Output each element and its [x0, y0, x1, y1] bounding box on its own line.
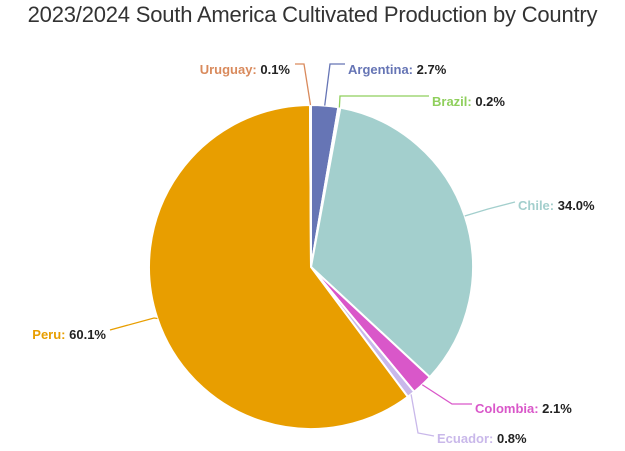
slice-label-name: Colombia:: [475, 401, 542, 416]
slice-label-brazil: Brazil: 0.2%: [432, 94, 505, 109]
slice-label-value: 60.1%: [69, 327, 106, 342]
leader-lines: [109, 63, 516, 437]
slice-label-value: 0.8%: [497, 431, 527, 446]
slice-label-peru: Peru: 60.1%: [32, 327, 106, 342]
pie-slice-peru: [148, 103, 410, 430]
chart-title: 2023/2024 South America Cultivated Produ…: [27, 2, 598, 27]
slice-label-name: Peru:: [32, 327, 69, 342]
slice-label-value: 0.1%: [260, 62, 290, 77]
slice-label-value: 34.0%: [558, 198, 595, 213]
slice-label-name: Ecuador:: [437, 431, 497, 446]
slice-label-colombia: Colombia: 2.1%: [475, 401, 572, 416]
pie-slices: [148, 103, 474, 430]
slice-label-value: 0.2%: [475, 94, 505, 109]
pie-slice-uruguay: [308, 103, 312, 268]
slice-label-name: Brazil:: [432, 94, 475, 109]
slice-label-uruguay: Uruguay: 0.1%: [200, 62, 291, 77]
slice-label-argentina: Argentina: 2.7%: [348, 62, 447, 77]
leader-line-chile: [464, 201, 516, 217]
slice-label-name: Argentina:: [348, 62, 417, 77]
leader-line-peru: [109, 317, 158, 331]
slice-label-value: 2.1%: [542, 401, 572, 416]
slice-label-name: Chile:: [518, 198, 558, 213]
slice-label-ecuador: Ecuador: 0.8%: [437, 431, 527, 446]
slice-label-value: 2.7%: [417, 62, 447, 77]
slice-labels: Argentina: 2.7%Brazil: 0.2%Chile: 34.0%C…: [32, 62, 595, 446]
slice-label-name: Uruguay:: [200, 62, 261, 77]
leader-line-argentina: [324, 63, 345, 106]
pie-slice-chile: [309, 106, 474, 379]
slice-label-chile: Chile: 34.0%: [518, 198, 595, 213]
leader-line-uruguay: [295, 63, 312, 106]
leader-line-colombia: [421, 384, 472, 405]
leader-line-brazil: [338, 95, 429, 108]
leader-line-ecuador: [410, 394, 435, 437]
